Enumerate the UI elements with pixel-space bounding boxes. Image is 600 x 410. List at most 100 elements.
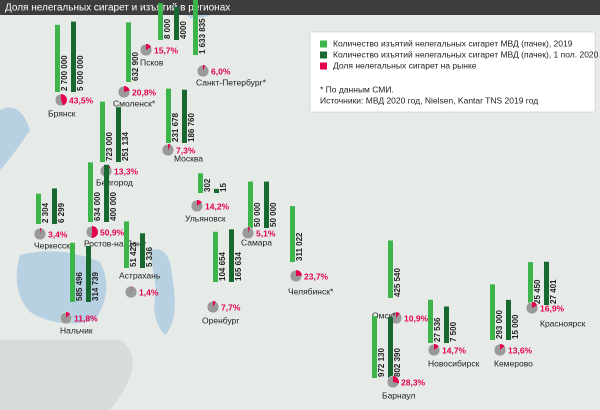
pie-slice <box>124 86 130 92</box>
seizure-bar <box>140 233 145 268</box>
city-name: Псков <box>140 57 164 67</box>
seizure-bar <box>126 22 131 82</box>
bar-value-label: 6 299 <box>57 202 66 223</box>
city-name: Москва <box>174 153 203 163</box>
seizure-bar <box>158 3 163 41</box>
city-name: Нальчик <box>60 325 93 335</box>
seizure-bar <box>213 231 218 282</box>
bar-value-label: 585 496 <box>75 272 84 301</box>
note: * По данным СМИ. <box>320 84 394 94</box>
city-name: Новосибирск <box>428 358 480 368</box>
bar-value-label: 15 <box>219 183 228 192</box>
pie-slice <box>396 312 400 318</box>
seizure-bar <box>116 107 121 162</box>
city-name: Санкт-Петербург* <box>196 77 267 87</box>
bar-value-label: 251 134 <box>121 132 130 161</box>
seizure-bar <box>372 316 377 378</box>
pie-slice <box>61 94 68 106</box>
legend-label: Количество изъятий нелегальных сигарет М… <box>333 49 599 59</box>
city-name: Оренбург <box>202 315 239 325</box>
city-name: Барнаул <box>382 390 415 400</box>
legend-swatch <box>320 62 327 70</box>
seizure-bar <box>428 299 433 343</box>
seizure-bar <box>174 6 179 40</box>
city-name: Ростов-на-Дону <box>84 238 147 248</box>
bar-value-label: 5 000 000 <box>76 55 85 91</box>
share-label: 10,9% <box>404 313 429 323</box>
bar-value-label: 425 540 <box>393 268 402 297</box>
pie-slice <box>146 44 152 50</box>
pie-slice <box>168 144 171 150</box>
pie-slice <box>213 301 216 307</box>
bar-value-label: 104 654 <box>218 252 227 281</box>
city-name: Смоленск* <box>113 98 156 108</box>
bar-value-label: 311 022 <box>295 232 304 261</box>
bar-value-label: 400 000 <box>109 192 118 221</box>
pie-slice <box>66 312 71 318</box>
seizure-bar <box>444 306 449 343</box>
pie-slice <box>393 376 399 384</box>
bar-value-label: 634 000 <box>93 192 102 221</box>
pie-slice <box>197 200 202 206</box>
share-label: 16,9% <box>540 303 565 313</box>
city-name: Омск* <box>372 310 396 320</box>
pie-slice <box>296 270 302 276</box>
bar-value-label: 27 536 <box>433 317 442 342</box>
sea <box>0 107 30 170</box>
bar-value-label: 186 760 <box>187 113 196 142</box>
city-name: Кемерово <box>494 358 533 368</box>
seizure-bar <box>86 246 91 302</box>
legend-label: Доля нелегальных сигарет на рынке <box>333 60 477 70</box>
seizure-bar <box>388 240 393 298</box>
pie-slice <box>434 344 439 350</box>
pie-slice <box>91 226 98 238</box>
seizure-bar <box>506 299 511 340</box>
share-label: 14,7% <box>442 345 467 355</box>
seizure-bar <box>88 162 93 222</box>
city-name: Ульяновск <box>185 213 226 223</box>
bar-value-label: 1 633 835 <box>198 18 207 54</box>
pie-slice <box>203 65 206 71</box>
seizure-bar <box>36 193 41 224</box>
share-label: 50,9% <box>100 227 125 237</box>
seizure-bar <box>388 317 393 378</box>
seizure-bar <box>182 89 187 143</box>
city-name: Астрахань <box>119 270 161 280</box>
seizure-bar <box>71 21 76 93</box>
seizure-bar <box>544 261 549 305</box>
bar-value-label: 7 500 <box>449 321 458 342</box>
city-name: Белгород <box>96 177 133 187</box>
bar-value-label: 15 000 <box>511 314 520 339</box>
bar-value-label: 231 678 <box>171 113 180 142</box>
legend <box>309 31 596 113</box>
share-label: 15,7% <box>154 45 179 55</box>
seizure-bar <box>104 164 109 222</box>
seizure-bar <box>490 284 495 340</box>
bar-value-label: 25 450 <box>533 279 542 304</box>
share-label: 23,7% <box>304 271 329 281</box>
pie-slice <box>248 227 250 233</box>
share-label: 13,3% <box>114 166 139 176</box>
city-name: Черкесск <box>34 240 70 250</box>
black-sea <box>16 251 107 324</box>
share-label: 13,6% <box>508 345 533 355</box>
share-label: 43,5% <box>69 95 94 105</box>
legend-swatch <box>320 40 327 48</box>
bar-value-label: 5 336 <box>145 246 154 267</box>
title: Доля нелегальных сигарет и изъятий в рег… <box>5 3 230 14</box>
bar-value-label: 50 000 <box>269 202 278 227</box>
bar-value-label: 314 739 <box>91 272 100 301</box>
share-label: 6,0% <box>211 66 231 76</box>
bar-value-label: 2 700 000 <box>60 55 69 91</box>
bar-value-label: 972 130 <box>377 348 386 377</box>
city-name: Челябинск* <box>288 286 334 296</box>
seizure-bar <box>100 101 105 162</box>
bar-value-label: 802 390 <box>393 348 402 377</box>
seizure-bar <box>55 24 60 92</box>
share-label: 11,8% <box>74 313 98 323</box>
bar-value-label: 293 000 <box>495 310 504 339</box>
city-name: Брянск <box>48 108 76 118</box>
seizure-bar <box>198 173 203 193</box>
pie-slice <box>131 286 132 292</box>
